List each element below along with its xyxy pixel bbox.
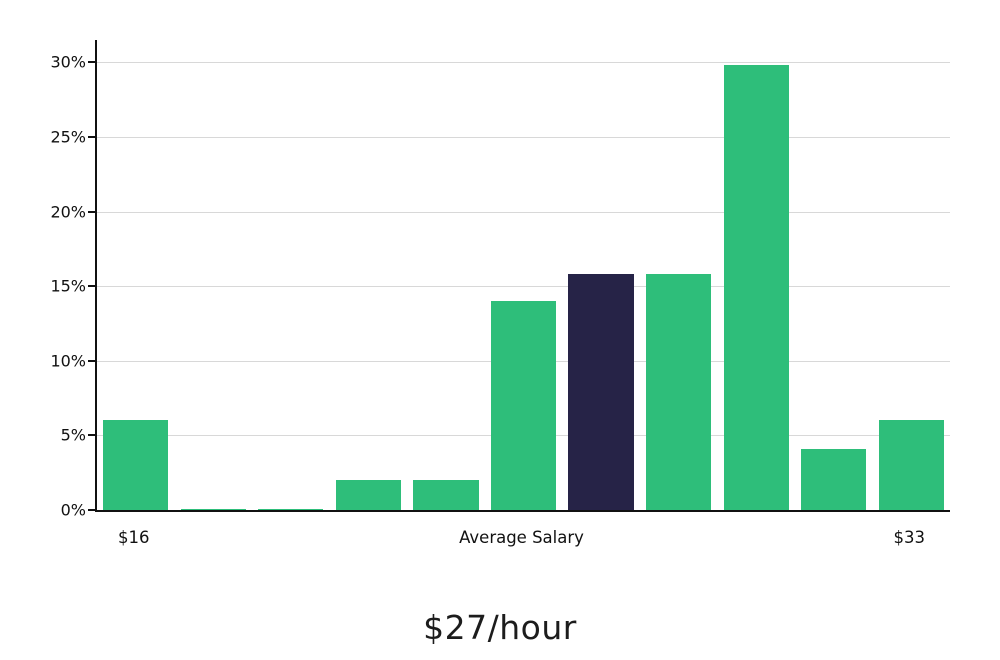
bar bbox=[646, 274, 712, 510]
x-tick-label: Average Salary bbox=[459, 528, 584, 547]
y-axis-tick bbox=[88, 135, 95, 138]
y-tick-label: 25% bbox=[50, 127, 86, 147]
y-tick-label: 0% bbox=[60, 500, 86, 520]
bar bbox=[258, 508, 324, 510]
x-axis-labels: $16 Average Salary $33 bbox=[95, 528, 950, 558]
bar bbox=[878, 420, 944, 510]
highlighted-bar bbox=[568, 274, 634, 510]
gridline bbox=[97, 286, 950, 288]
y-axis-tick bbox=[88, 434, 95, 437]
y-tick-label: 10% bbox=[50, 351, 86, 371]
x-tick-label: $16 bbox=[118, 528, 150, 547]
gridline bbox=[97, 211, 950, 213]
y-axis-tick bbox=[88, 359, 95, 362]
gridline bbox=[97, 136, 950, 138]
y-tick-label: 5% bbox=[60, 425, 86, 445]
bar bbox=[723, 65, 789, 510]
bar bbox=[490, 301, 557, 510]
y-axis-tick bbox=[88, 285, 95, 288]
plot-area bbox=[95, 40, 950, 512]
y-tick-label: 20% bbox=[50, 202, 86, 222]
chart-title: $27/hour bbox=[423, 608, 577, 647]
y-tick-label: 15% bbox=[50, 276, 86, 296]
y-axis-tick bbox=[88, 210, 95, 213]
bar bbox=[335, 480, 401, 510]
y-axis-tick bbox=[88, 509, 95, 511]
gridline bbox=[97, 62, 950, 64]
bar bbox=[801, 448, 867, 510]
x-tick-label: $33 bbox=[893, 528, 925, 547]
bar bbox=[413, 480, 479, 510]
y-tick-label: 30% bbox=[50, 52, 86, 72]
bar bbox=[103, 420, 169, 510]
y-axis-labels: 0% 5% 10% 15% 20% 25% 30% bbox=[0, 40, 86, 520]
bar bbox=[180, 508, 246, 510]
y-axis-tick bbox=[88, 61, 95, 64]
